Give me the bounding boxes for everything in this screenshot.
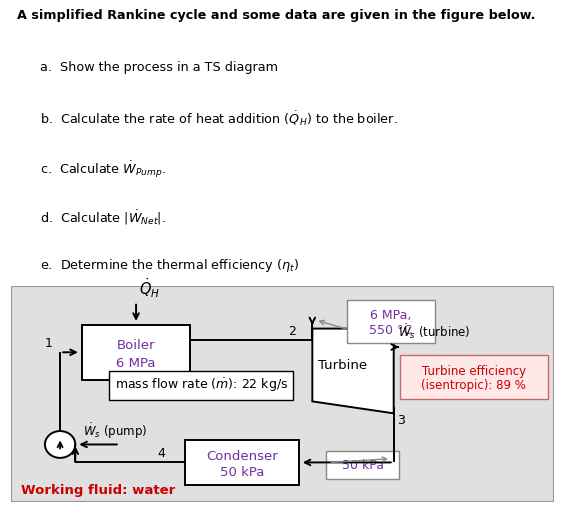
Text: c.  Calculate $\dot{W}_{Pump}$.: c. Calculate $\dot{W}_{Pump}$. <box>40 159 166 179</box>
Text: 50 kPa: 50 kPa <box>341 458 384 472</box>
Text: e.  Determine the thermal efficiency ($\eta_t$): e. Determine the thermal efficiency ($\e… <box>40 257 298 274</box>
FancyBboxPatch shape <box>110 371 293 400</box>
Text: Turbine efficiency: Turbine efficiency <box>421 365 526 378</box>
Text: mass flow rate ($\dot{m}$): 22 kg/s: mass flow rate ($\dot{m}$): 22 kg/s <box>115 377 288 394</box>
FancyBboxPatch shape <box>399 355 547 399</box>
Text: $\dot{Q}_H$: $\dot{Q}_H$ <box>139 276 160 300</box>
Circle shape <box>45 431 75 458</box>
Text: Boiler: Boiler <box>117 339 155 352</box>
Text: 6 MPa,: 6 MPa, <box>370 309 411 322</box>
Text: $\dot{W}_s$ (pump): $\dot{W}_s$ (pump) <box>83 421 147 441</box>
Text: $\dot{W}_s$ (turbine): $\dot{W}_s$ (turbine) <box>398 323 471 341</box>
Text: 2: 2 <box>288 325 296 338</box>
Text: 1: 1 <box>45 337 53 350</box>
Text: 4: 4 <box>158 447 166 459</box>
Text: Turbine: Turbine <box>318 359 367 372</box>
Text: d.  Calculate $|\dot{W}_{Net}|$.: d. Calculate $|\dot{W}_{Net}|$. <box>40 208 166 227</box>
Text: Condenser: Condenser <box>206 450 277 463</box>
FancyBboxPatch shape <box>11 286 554 502</box>
Text: 3: 3 <box>397 414 405 427</box>
Text: A simplified Rankine cycle and some data are given in the figure below.: A simplified Rankine cycle and some data… <box>17 9 535 22</box>
Polygon shape <box>312 329 394 413</box>
Text: 550 °C: 550 °C <box>369 324 412 337</box>
Text: Working fluid: water: Working fluid: water <box>21 484 175 497</box>
Text: a.  Show the process in a TS diagram: a. Show the process in a TS diagram <box>40 61 277 74</box>
Text: (isentropic): 89 %: (isentropic): 89 % <box>421 379 526 392</box>
FancyBboxPatch shape <box>185 440 299 485</box>
Text: 50 kPa: 50 kPa <box>220 466 264 479</box>
Text: b.  Calculate the rate of heat addition ($\dot{Q}_H$) to the boiler.: b. Calculate the rate of heat addition (… <box>40 110 397 128</box>
FancyBboxPatch shape <box>82 325 190 380</box>
FancyBboxPatch shape <box>327 451 398 479</box>
FancyBboxPatch shape <box>346 300 435 343</box>
Text: 6 MPa: 6 MPa <box>116 357 156 370</box>
